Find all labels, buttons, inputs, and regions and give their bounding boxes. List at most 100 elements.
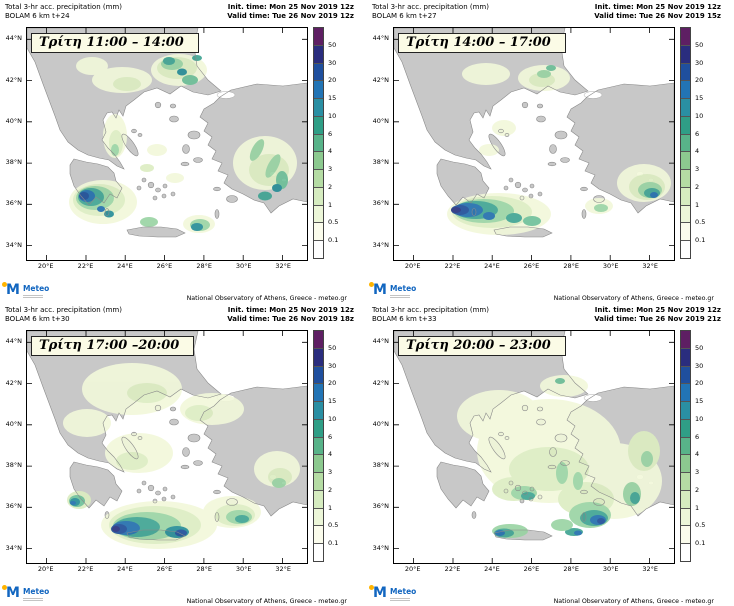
model-run-label: BOLAM 6 km t+27: [372, 12, 437, 20]
latitude-axis: 44°N 42°N 40°N 38°N 36°N 34°N: [367, 27, 391, 259]
greece-map-svg: [394, 331, 674, 563]
precipitation-layer: [69, 54, 297, 233]
lat-tick-label: 44°N: [5, 34, 22, 43]
colorbar-cell: 0.1: [314, 525, 338, 547]
meteo-logo: M Meteo: [369, 585, 416, 601]
colorbar-cell: 6: [314, 418, 332, 441]
colorbar-tick-label: 15: [328, 397, 337, 406]
colorbar-tick-label: 3: [328, 468, 333, 477]
meteo-logo-icon: M: [369, 282, 387, 297]
colorbar-tick-label: 2: [695, 485, 700, 494]
colorbar-cell: 6: [314, 115, 332, 138]
colorbar-cell: 1: [681, 489, 699, 512]
lat-tick-label: 40°N: [372, 419, 389, 428]
colorbar-tick-label: 2: [695, 182, 700, 191]
colorbar-cell: 0.5: [681, 507, 705, 529]
panel-header: Total 3-hr acc. precipitation (mm) BOLAM…: [372, 306, 721, 324]
lat-tick-label: 44°N: [372, 34, 389, 43]
attribution-text: National Observatory of Athens, Greece -…: [186, 295, 347, 302]
lon-tick-label: 32°E: [275, 565, 291, 573]
colorbar-tick-label: 50: [695, 343, 704, 352]
colorbar-tick-label: 4: [328, 147, 333, 156]
product-label: Total 3-hr acc. precipitation (mm): [372, 306, 489, 314]
lon-tick-label: 20°E: [37, 565, 54, 573]
colorbar-cell: 3: [314, 454, 332, 476]
colorbar-tick-label: 20: [328, 379, 337, 388]
logo-tagline-bar: [22, 297, 43, 298]
lon-tick-label: 28°E: [196, 262, 213, 270]
panel-header: Total 3-hr acc. precipitation (mm) BOLAM…: [5, 3, 354, 21]
greece-map-svg: [394, 28, 674, 260]
colorbar-cell: 4: [314, 133, 332, 155]
lon-tick-label: 22°E: [77, 565, 94, 573]
logo-dot-icon: [2, 282, 7, 287]
lat-tick-label: 40°N: [5, 116, 22, 125]
colorbar-cell: [681, 240, 690, 258]
colorbar-cell: 1: [314, 489, 332, 512]
colorbar-tick-label: 6: [695, 432, 700, 441]
panel-header-right: Init. time: Mon 25 Nov 2019 12z Valid ti…: [227, 306, 354, 324]
lon-tick-label: 26°E: [523, 565, 540, 573]
lat-tick-label: 42°N: [372, 75, 389, 84]
colorbar-cell: 2: [314, 472, 332, 494]
model-run-label: BOLAM 6 km t+24: [5, 12, 70, 20]
panel-header: Total 3-hr acc. precipitation (mm) BOLAM…: [372, 3, 721, 21]
lat-tick-label: 40°N: [372, 116, 389, 125]
colorbar-cell: 10: [314, 98, 336, 120]
colorbar-tick-label: 10: [328, 414, 337, 423]
colorbar-cell: 3: [681, 151, 699, 173]
colorbar-cell: 50: [681, 28, 703, 49]
colorbar-cell: 15: [681, 383, 703, 405]
init-time-label: Init. time: Mon 25 Nov 2019 12z: [594, 3, 721, 11]
longitude-axis: 20°E 22°E 24°E 26°E 28°E 30°E 32°E: [393, 564, 675, 574]
logo-tagline-bar: [389, 600, 410, 601]
init-time-label: Init. time: Mon 25 Nov 2019 12z: [227, 3, 354, 11]
colorbar-cell: 20: [681, 365, 703, 387]
init-time-label: Init. time: Mon 25 Nov 2019 12z: [227, 306, 354, 314]
colorbar-cell: 50: [314, 28, 336, 49]
colorbar-tick-label: 6: [328, 129, 333, 138]
colorbar-tick-label: 0.1: [328, 539, 339, 548]
logo-letter: M: [6, 282, 20, 298]
colorbar-cell: 15: [681, 80, 703, 102]
latitude-axis: 44°N 42°N 40°N 38°N 36°N 34°N: [367, 330, 391, 562]
latitude-axis: 44°N 42°N 40°N 38°N 36°N 34°N: [0, 330, 24, 562]
meteo-logo-icon: M: [369, 585, 387, 600]
lon-tick-label: 26°E: [156, 565, 173, 573]
colorbar-cell: 3: [681, 454, 699, 476]
logo-tagline-bar: [389, 294, 410, 296]
lat-tick-label: 34°N: [5, 543, 22, 552]
colorbar-cell: 6: [681, 115, 699, 138]
colorbar-tick-label: 6: [695, 129, 700, 138]
colorbar-cell: 2: [314, 169, 332, 191]
meteo-logo-icon: M: [2, 585, 20, 600]
colorbar-cell: 20: [314, 62, 336, 84]
lon-tick-label: 24°E: [117, 565, 133, 573]
latitude-axis: 44°N 42°N 40°N 38°N 36°N 34°N: [0, 27, 24, 259]
period-title: Τρίτη 11:00 – 14:00: [31, 33, 199, 53]
panel-header-left: Total 3-hr acc. precipitation (mm) BOLAM…: [5, 306, 122, 324]
colorbar-tick-label: 3: [695, 468, 700, 477]
logo-dot-icon: [369, 585, 374, 590]
colorbar-cell: 30: [681, 347, 703, 370]
colorbar-tick-label: 15: [695, 94, 704, 103]
product-label: Total 3-hr acc. precipitation (mm): [5, 3, 122, 11]
attribution-text: National Observatory of Athens, Greece -…: [553, 295, 714, 302]
forecast-panel-4: Total 3-hr acc. precipitation (mm) BOLAM…: [367, 303, 734, 606]
lat-tick-label: 40°N: [5, 419, 22, 428]
colorbar-tick-label: 4: [695, 147, 700, 156]
panel-header-left: Total 3-hr acc. precipitation (mm) BOLAM…: [372, 306, 489, 324]
lon-tick-label: 22°E: [444, 262, 461, 270]
lat-tick-label: 44°N: [372, 337, 389, 346]
longitude-axis: 20°E 22°E 24°E 26°E 28°E 30°E 32°E: [393, 261, 675, 271]
panel-header-left: Total 3-hr acc. precipitation (mm) BOLAM…: [372, 3, 489, 21]
colorbar-tick-label: 4: [695, 450, 700, 459]
period-title: Τρίτη 17:00 –20:00: [31, 336, 195, 356]
precipitation-map: Τρίτη 17:00 –20:00: [26, 330, 308, 564]
valid-time-label: Valid time: Tue 26 Nov 2019 18z: [227, 315, 354, 323]
lon-tick-label: 26°E: [156, 262, 173, 270]
meteo-logo-text: Meteo: [22, 284, 50, 293]
colorbar-cell: 0.5: [681, 204, 705, 226]
lon-tick-label: 22°E: [77, 262, 94, 270]
colorbar: 50 30 20 15 10 6 4 3 2 1 0.5 0.1: [313, 330, 338, 562]
